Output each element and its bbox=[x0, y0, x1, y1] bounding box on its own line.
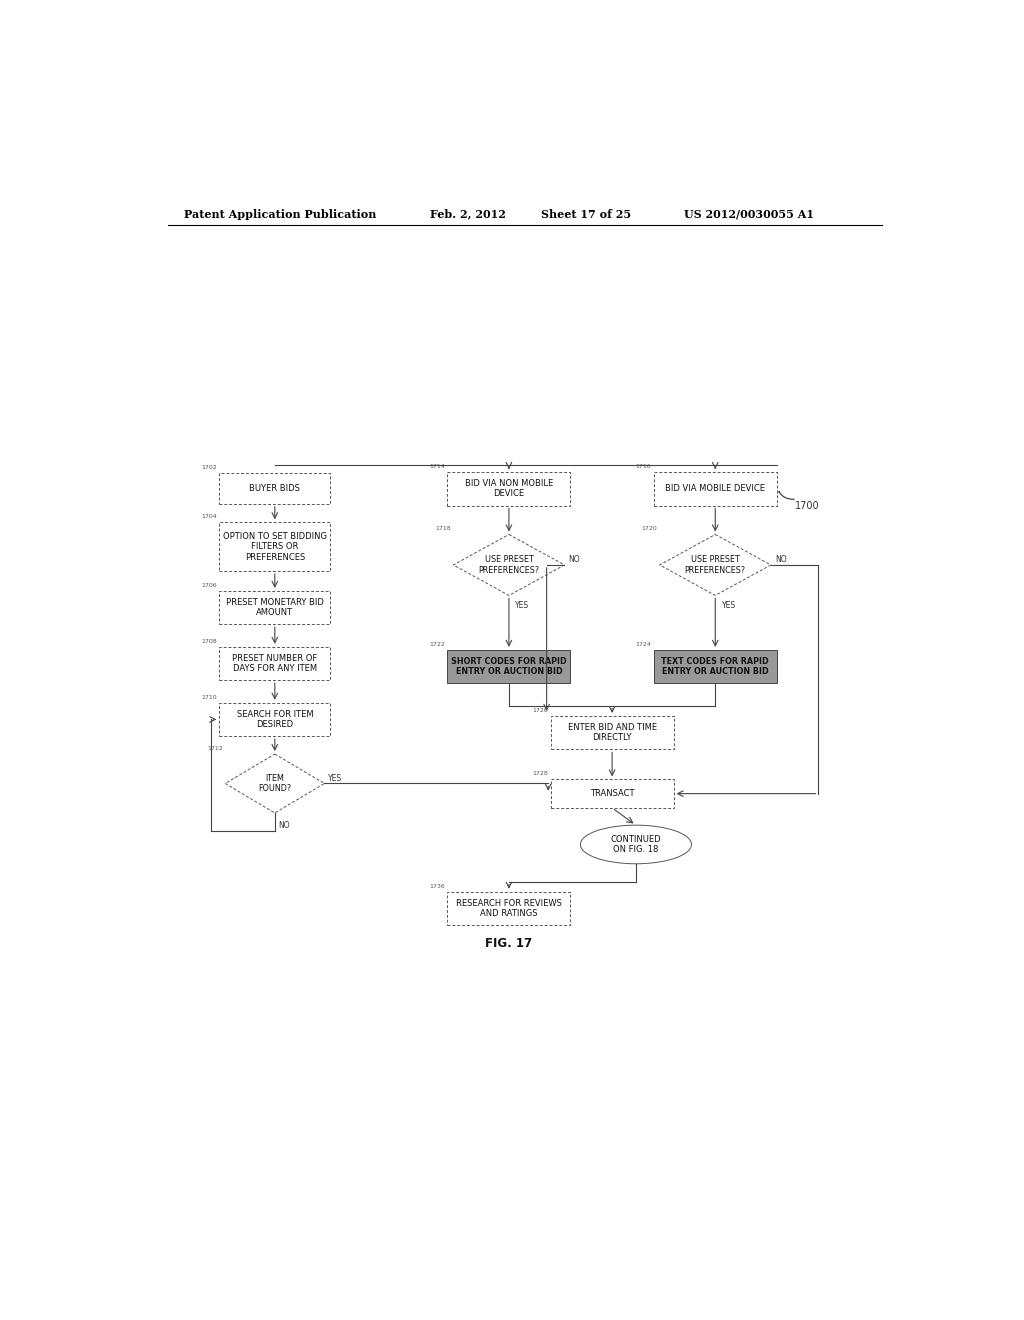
FancyBboxPatch shape bbox=[219, 647, 331, 680]
Text: 1720: 1720 bbox=[642, 527, 657, 532]
Text: 1706: 1706 bbox=[202, 583, 217, 587]
Text: CONTINUED
ON FIG. 18: CONTINUED ON FIG. 18 bbox=[610, 834, 662, 854]
Text: Sheet 17 of 25: Sheet 17 of 25 bbox=[541, 209, 631, 220]
Text: US 2012/0030055 A1: US 2012/0030055 A1 bbox=[684, 209, 813, 220]
Text: 1716: 1716 bbox=[636, 463, 651, 469]
Text: YES: YES bbox=[515, 601, 529, 610]
FancyBboxPatch shape bbox=[219, 702, 331, 737]
Text: YES: YES bbox=[722, 601, 735, 610]
Text: NO: NO bbox=[278, 821, 290, 830]
Text: PRESET MONETARY BID
AMOUNT: PRESET MONETARY BID AMOUNT bbox=[226, 598, 324, 618]
Text: 1728: 1728 bbox=[532, 771, 548, 776]
Text: 1700: 1700 bbox=[795, 502, 819, 511]
FancyBboxPatch shape bbox=[447, 649, 570, 684]
Text: 1710: 1710 bbox=[202, 694, 217, 700]
Text: RESEARCH FOR REVIEWS
AND RATINGS: RESEARCH FOR REVIEWS AND RATINGS bbox=[456, 899, 562, 919]
FancyBboxPatch shape bbox=[551, 779, 674, 808]
Polygon shape bbox=[659, 535, 771, 595]
Text: FIG. 17: FIG. 17 bbox=[485, 937, 532, 949]
Polygon shape bbox=[225, 754, 325, 813]
Text: 1702: 1702 bbox=[201, 466, 217, 470]
Text: YES: YES bbox=[329, 774, 342, 783]
Polygon shape bbox=[454, 535, 564, 595]
Text: 1718: 1718 bbox=[435, 527, 451, 532]
Text: BID VIA NON MOBILE
DEVICE: BID VIA NON MOBILE DEVICE bbox=[465, 479, 553, 499]
Text: 1712: 1712 bbox=[207, 746, 223, 751]
Text: 1724: 1724 bbox=[636, 642, 651, 647]
Text: SHORT CODES FOR RAPID
ENTRY OR AUCTION BID: SHORT CODES FOR RAPID ENTRY OR AUCTION B… bbox=[452, 657, 566, 676]
FancyBboxPatch shape bbox=[219, 591, 331, 624]
Text: Patent Application Publication: Patent Application Publication bbox=[183, 209, 376, 220]
Text: 1726: 1726 bbox=[532, 708, 548, 713]
Text: BUYER BIDS: BUYER BIDS bbox=[250, 484, 300, 494]
FancyBboxPatch shape bbox=[219, 523, 331, 572]
Text: ENTER BID AND TIME
DIRECTLY: ENTER BID AND TIME DIRECTLY bbox=[567, 723, 656, 742]
Text: NO: NO bbox=[775, 556, 786, 565]
Text: NO: NO bbox=[568, 556, 580, 565]
Text: TRANSACT: TRANSACT bbox=[590, 789, 634, 799]
Text: 1736: 1736 bbox=[429, 883, 445, 888]
Text: USE PRESET
PREFERENCES?: USE PRESET PREFERENCES? bbox=[685, 556, 745, 574]
Text: BID VIA MOBILE DEVICE: BID VIA MOBILE DEVICE bbox=[666, 484, 765, 494]
FancyBboxPatch shape bbox=[447, 892, 570, 925]
FancyBboxPatch shape bbox=[653, 649, 777, 684]
FancyBboxPatch shape bbox=[447, 473, 570, 506]
Text: USE PRESET
PREFERENCES?: USE PRESET PREFERENCES? bbox=[478, 556, 540, 574]
Text: 1708: 1708 bbox=[202, 639, 217, 644]
Text: Feb. 2, 2012: Feb. 2, 2012 bbox=[430, 209, 506, 220]
Text: OPTION TO SET BIDDING
FILTERS OR
PREFERENCES: OPTION TO SET BIDDING FILTERS OR PREFERE… bbox=[223, 532, 327, 561]
Text: ITEM
FOUND?: ITEM FOUND? bbox=[258, 774, 292, 793]
Text: 1722: 1722 bbox=[429, 642, 445, 647]
Text: 1704: 1704 bbox=[201, 515, 217, 519]
FancyBboxPatch shape bbox=[653, 473, 777, 506]
Text: 1714: 1714 bbox=[429, 463, 445, 469]
FancyArrowPatch shape bbox=[779, 491, 795, 499]
Text: PRESET NUMBER OF
DAYS FOR ANY ITEM: PRESET NUMBER OF DAYS FOR ANY ITEM bbox=[232, 653, 317, 673]
Ellipse shape bbox=[581, 825, 691, 863]
FancyBboxPatch shape bbox=[219, 474, 331, 504]
FancyBboxPatch shape bbox=[551, 715, 674, 750]
Text: TEXT CODES FOR RAPID
ENTRY OR AUCTION BID: TEXT CODES FOR RAPID ENTRY OR AUCTION BI… bbox=[662, 657, 769, 676]
Text: SEARCH FOR ITEM
DESIRED: SEARCH FOR ITEM DESIRED bbox=[237, 710, 313, 729]
